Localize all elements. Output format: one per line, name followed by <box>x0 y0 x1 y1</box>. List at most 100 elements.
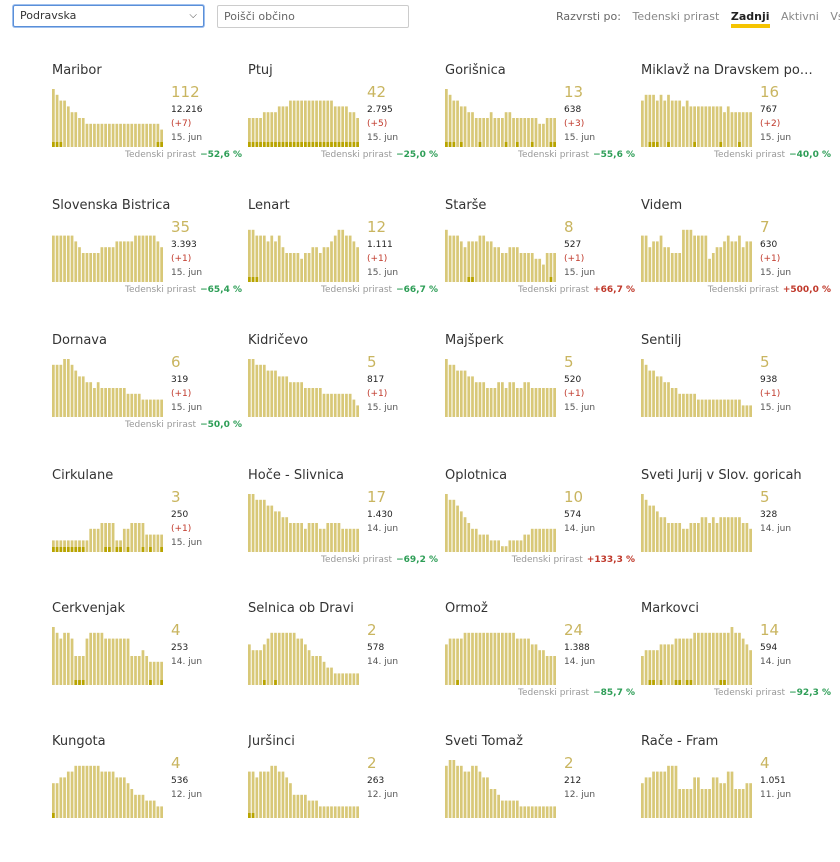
trend-bar <box>553 806 556 818</box>
trend-bar <box>292 794 296 818</box>
new-cases-bar <box>356 142 359 147</box>
new-cases-bar <box>648 142 652 147</box>
trend-bar <box>730 517 734 552</box>
trend-bar <box>648 94 652 147</box>
trend-bar <box>501 118 504 147</box>
municipality-card[interactable]: Lenart 12 1.111 (+1) 15. jun Tedenski prirast… <box>248 198 438 326</box>
municipality-card[interactable]: Ptuj 42 2.795 (+5) 15. jun Tedenski prirast −2… <box>248 63 438 191</box>
municipality-card[interactable]: Cirkulane 3 250 (+1) 15. jun <box>52 468 242 596</box>
municipality-card[interactable]: Starše 8 527 (+1) 15. jun Tedenski prirast +66… <box>445 198 635 326</box>
municipality-card[interactable]: Dornava 6 319 (+1) 15. jun Tedenski prirast −5… <box>52 333 242 461</box>
weekly-growth-label: Tedenski prirast <box>518 285 590 295</box>
active-cases: 4 <box>171 754 181 772</box>
trend-bar <box>111 388 115 417</box>
trend-bar <box>515 638 519 685</box>
trend-bar <box>497 540 500 552</box>
trend-bar <box>81 540 85 552</box>
municipality-card[interactable]: Selnica ob Dravi 2 578 14. jun <box>248 601 438 729</box>
trend-bar <box>145 656 149 685</box>
trend-bar <box>315 523 318 552</box>
sort-option-active[interactable]: Aktivni <box>781 10 819 23</box>
region-select[interactable]: Podravska ⌵ <box>13 5 204 27</box>
new-cases-bar <box>467 277 471 282</box>
municipality-card[interactable]: Šentilj 5 938 (+1) 15. jun <box>641 333 831 461</box>
sort-option-all[interactable]: Vsi <box>830 10 840 23</box>
trend-bar <box>122 241 126 282</box>
municipality-card[interactable]: Sveti Jurij v Slov. goricah 5 328 14. jun <box>641 468 831 596</box>
new-cases-bar <box>70 547 74 552</box>
trend-bar <box>474 528 478 552</box>
new-cases-bar <box>448 142 452 147</box>
municipality-card[interactable]: Ormož 24 1.388 14. jun Tedenski prirast −85,7… <box>445 601 635 729</box>
trend-bar <box>482 777 486 818</box>
trend-chart-svg <box>52 765 163 818</box>
trend-bar <box>337 673 341 685</box>
municipality-search-input[interactable] <box>217 5 409 28</box>
trend-bar <box>300 258 303 282</box>
trend-bar <box>530 253 534 282</box>
municipality-card[interactable]: Sveti Tomaž 2 212 12. jun <box>445 734 635 862</box>
municipality-card[interactable]: Juršinci 2 263 12. jun <box>248 734 438 862</box>
trend-bar <box>262 235 266 282</box>
municipality-card[interactable]: Kidričevo 5 817 (+1) 15. jun <box>248 333 438 461</box>
municipality-card[interactable]: Videm 7 630 (+1) 15. jun Tedenski prirast +500… <box>641 198 831 326</box>
municipality-name: Oplotnica <box>445 468 508 483</box>
trend-bar <box>108 638 111 685</box>
trend-bar <box>59 235 63 282</box>
trend-bar <box>115 123 119 147</box>
trend-bar <box>66 106 70 147</box>
trend-chart-svg <box>445 494 556 552</box>
new-cases-bar <box>119 547 122 552</box>
municipality-card[interactable]: Markovci 14 594 14. jun Tedenski prirast −92,… <box>641 601 831 729</box>
trend-bar <box>682 528 685 552</box>
trend-bar <box>519 806 523 818</box>
trend-bar <box>670 765 674 818</box>
trend-bar <box>311 100 315 147</box>
trend-bar <box>81 376 85 417</box>
trend-bar <box>289 382 292 417</box>
sort-option-latest[interactable]: Zadnji <box>730 10 770 28</box>
municipality-card[interactable]: Cerkvenjak 4 253 14. jun <box>52 601 242 729</box>
trend-bar <box>63 540 66 552</box>
daily-delta: (+1) <box>171 524 192 534</box>
trend-bar <box>545 528 549 552</box>
trend-bar <box>749 783 752 818</box>
active-cases: 13 <box>564 83 584 101</box>
municipality-card[interactable]: Rače - Fram 4 1.051 11. jun <box>641 734 831 862</box>
new-cases-bar <box>74 680 78 685</box>
trend-bar <box>348 528 352 552</box>
new-cases-bar <box>322 142 326 147</box>
trend-bar <box>300 523 303 552</box>
trend-bar <box>126 528 130 552</box>
trend-bar <box>445 359 448 417</box>
trend-bar <box>108 388 111 417</box>
trend-bar <box>100 247 104 282</box>
active-cases: 12 <box>367 218 387 236</box>
trend-bar <box>285 777 289 818</box>
municipality-card[interactable]: Gorišnica 13 638 (+3) 15. jun Tedenski priras… <box>445 63 635 191</box>
municipality-card[interactable]: Hoče - Slivnica 17 1.430 14. jun Tedenski pr… <box>248 468 438 596</box>
trend-bar <box>689 393 693 417</box>
trend-bar <box>486 534 489 552</box>
trend-bar <box>89 528 93 552</box>
trend-bar <box>337 806 341 818</box>
trend-bar <box>274 112 277 147</box>
active-cases: 42 <box>367 83 387 101</box>
trend-bar <box>156 241 160 282</box>
trend-bar <box>141 650 145 685</box>
municipality-card[interactable]: Miklavž na Dravskem polju 16 767 (+2) 15. ju… <box>641 63 831 191</box>
municipality-card[interactable]: Oplotnica 10 574 14. jun Tedenski prirast +13… <box>445 468 635 596</box>
trend-chart-svg <box>248 229 359 282</box>
municipality-card[interactable]: Majšperk 5 520 (+1) 15. jun <box>445 333 635 461</box>
trend-bar <box>145 399 149 417</box>
active-cases: 10 <box>564 488 584 506</box>
active-cases: 5 <box>760 353 770 371</box>
municipality-card[interactable]: Kungota 4 536 12. jun <box>52 734 242 862</box>
weekly-growth-value: −55,6 % <box>593 150 635 160</box>
trend-bar <box>322 806 326 818</box>
trend-bar <box>715 523 719 552</box>
sort-option-weekly-growth[interactable]: Tedenski prirast <box>632 10 720 23</box>
trend-bar <box>149 123 152 147</box>
municipality-card[interactable]: Slovenska Bistrica 35 3.393 (+1) 15. jun Tede… <box>52 198 242 326</box>
municipality-card[interactable]: Maribor 112 12.216 (+7) 15. jun Tedenski prir… <box>52 63 242 191</box>
